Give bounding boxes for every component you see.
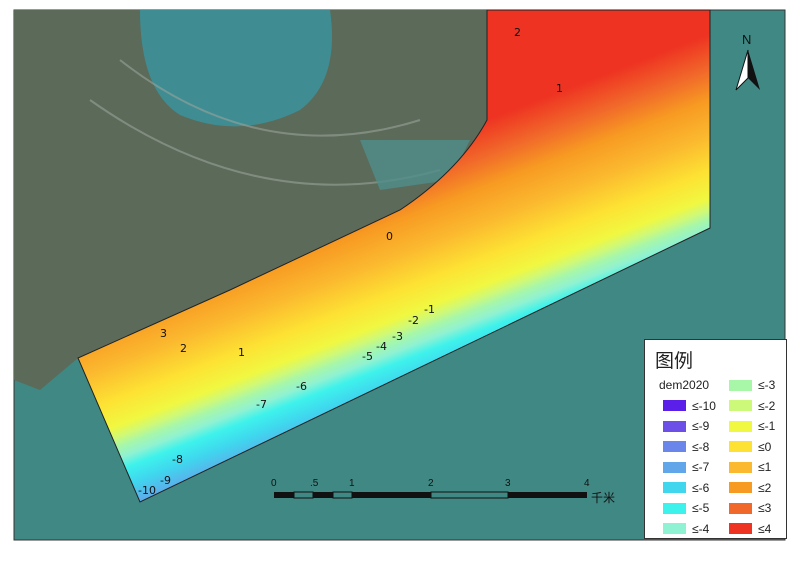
lake	[140, 10, 332, 127]
legend-swatch	[663, 400, 686, 411]
scale-tick: 1	[349, 478, 355, 489]
contour-label: -7	[256, 398, 267, 411]
contour-label: -6	[296, 380, 307, 393]
contour-label: -10	[138, 484, 156, 497]
legend-swatch	[663, 482, 686, 493]
legend-label: ≤-2	[758, 398, 776, 413]
legend-swatch	[729, 461, 752, 473]
legend-label: ≤1	[758, 460, 772, 474]
contour-label: -3	[392, 330, 403, 343]
scale-tick: .5	[310, 478, 319, 489]
scale-unit: 千米	[591, 491, 616, 505]
legend-swatch	[729, 482, 752, 493]
legend-item: ≤4	[729, 522, 771, 536]
dem-surface	[77, 9, 711, 503]
legend-item: ≤-6	[663, 481, 709, 495]
legend-label: ≤3	[758, 501, 772, 515]
north-label: N	[742, 32, 751, 47]
contour-label: 1	[238, 346, 245, 359]
legend-swatch	[729, 523, 752, 534]
contour-label: 0	[386, 230, 393, 243]
contour-label: -4	[376, 340, 387, 353]
legend: 图例 dem2020 ≤-10 ≤-9 ≤-8 ≤-7 ≤-6 ≤-5 ≤-4 ≤-3 ≤-2 ≤…	[644, 339, 787, 539]
legend-label: ≤-8	[692, 439, 710, 454]
legend-label: ≤-7	[692, 460, 710, 474]
legend-item: ≤-4	[663, 522, 709, 536]
north-arrow: N	[735, 32, 760, 91]
scale-tick: 2	[428, 478, 434, 489]
contour-label: -8	[172, 453, 183, 466]
legend-swatch	[729, 420, 752, 432]
legend-label: ≤-10	[692, 398, 716, 413]
legend-swatch	[729, 441, 752, 452]
contour-label: 3	[160, 327, 167, 340]
legend-label: ≤0	[758, 439, 772, 454]
legend-item: ≤-5	[663, 501, 709, 515]
legend-item: ≤-7	[663, 460, 709, 474]
legend-label: ≤-9	[692, 419, 710, 433]
legend-item: ≤2	[729, 481, 771, 495]
contour-label: -5	[362, 350, 373, 363]
legend-item: ≤-3	[729, 378, 775, 392]
contour-label: 2	[514, 26, 521, 39]
legend-item: ≤1	[729, 460, 771, 474]
legend-label: ≤-5	[692, 501, 710, 515]
legend-field: dem2020	[659, 378, 710, 392]
legend-swatch	[663, 420, 686, 432]
legend-label: ≤-3	[758, 378, 776, 392]
legend-item: ≤3	[729, 501, 771, 515]
legend-title: 图例	[655, 351, 694, 372]
legend-swatch	[729, 502, 752, 514]
contour-label: 2	[180, 342, 187, 355]
legend-swatch	[663, 441, 686, 452]
scale-tick: 3	[505, 478, 511, 489]
legend-label: ≤4	[758, 521, 772, 536]
legend-label: ≤-1	[758, 419, 776, 433]
contour-label: 1	[556, 82, 563, 95]
satellite-land	[14, 10, 487, 390]
scale-tick: 0	[271, 478, 277, 489]
contour-label: -2	[408, 314, 419, 327]
legend-item: ≤-1	[729, 419, 775, 433]
legend-label: ≤-6	[692, 480, 710, 495]
scale-bar	[274, 491, 587, 499]
legend-swatch	[729, 379, 752, 391]
legend-item: ≤0	[729, 440, 771, 454]
legend-label: ≤-4	[692, 521, 710, 536]
contour-labels: 2 1 0 -1 -2 -3 -4 -5 -6 -7 -8 -9 -10 3 2…	[138, 26, 563, 497]
legend-swatch	[663, 461, 686, 473]
legend-swatch	[663, 523, 686, 534]
legend-item: ≤-10	[663, 399, 716, 413]
scale-tick: 4	[584, 478, 590, 489]
legend-swatch	[663, 502, 686, 514]
contour-label: -9	[160, 474, 171, 487]
legend-item: ≤-9	[663, 419, 709, 433]
legend-label: ≤2	[758, 480, 772, 495]
contour-label: -1	[424, 303, 435, 316]
legend-item: ≤-2	[729, 399, 775, 413]
legend-swatch	[729, 400, 752, 411]
legend-item: ≤-8	[663, 440, 709, 454]
